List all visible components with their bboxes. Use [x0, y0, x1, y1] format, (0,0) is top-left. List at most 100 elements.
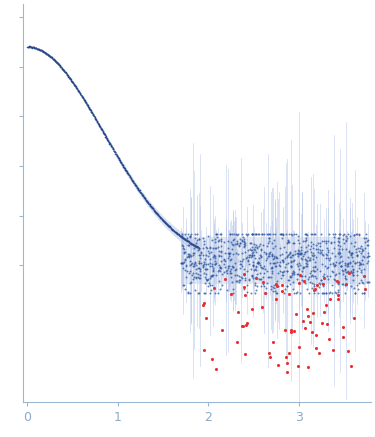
Point	[264, 249, 270, 256]
Point	[273, 281, 279, 288]
Point	[331, 276, 337, 283]
Point	[225, 262, 231, 269]
Point	[36, 46, 42, 53]
Point	[237, 239, 243, 246]
Point	[150, 205, 156, 212]
Point	[76, 88, 82, 95]
Point	[332, 253, 338, 260]
Point	[193, 239, 199, 246]
Point	[334, 288, 340, 295]
Point	[186, 239, 192, 246]
Point	[46, 52, 52, 59]
Point	[69, 78, 75, 85]
Point	[278, 252, 284, 259]
Point	[253, 241, 259, 248]
Point	[252, 254, 258, 261]
Point	[243, 322, 249, 329]
Point	[204, 244, 210, 251]
Point	[31, 43, 37, 50]
Point	[196, 259, 202, 266]
Point	[228, 256, 234, 263]
Point	[352, 260, 358, 267]
Point	[195, 290, 201, 297]
Point	[38, 47, 44, 54]
Point	[300, 264, 306, 271]
Point	[92, 115, 98, 122]
Point	[64, 72, 70, 79]
Point	[174, 230, 180, 237]
Point	[186, 242, 192, 249]
Point	[230, 286, 236, 293]
Point	[137, 189, 143, 196]
Point	[299, 267, 305, 274]
Point	[100, 128, 106, 135]
Point	[339, 281, 345, 288]
Point	[319, 290, 325, 297]
Point	[314, 281, 320, 288]
Point	[170, 226, 176, 233]
Point	[60, 66, 66, 73]
Point	[276, 262, 282, 269]
Point	[57, 63, 63, 70]
Point	[60, 66, 66, 73]
Point	[214, 290, 220, 297]
Point	[210, 265, 216, 272]
Point	[127, 173, 133, 180]
Point	[185, 230, 191, 237]
Point	[326, 256, 332, 263]
Point	[253, 230, 259, 237]
Point	[224, 267, 230, 274]
Point	[40, 49, 46, 55]
Point	[308, 230, 314, 237]
Point	[213, 365, 219, 372]
Point	[349, 249, 355, 256]
Point	[118, 158, 124, 165]
Point	[194, 230, 200, 237]
Point	[142, 195, 148, 202]
Point	[228, 239, 234, 246]
Point	[140, 193, 146, 200]
Point	[180, 234, 186, 241]
Point	[255, 259, 261, 266]
Point	[36, 45, 42, 52]
Point	[184, 268, 190, 275]
Point	[175, 231, 181, 238]
Point	[205, 232, 211, 239]
Point	[180, 235, 186, 242]
Point	[112, 149, 118, 156]
Point	[242, 274, 248, 281]
Point	[282, 255, 288, 262]
Point	[124, 168, 130, 175]
Point	[89, 110, 95, 117]
Point	[241, 235, 247, 242]
Point	[67, 74, 73, 81]
Point	[183, 262, 189, 269]
Point	[261, 249, 267, 256]
Point	[153, 209, 159, 216]
Point	[218, 253, 224, 260]
Point	[180, 244, 186, 251]
Point	[244, 256, 250, 263]
Point	[285, 239, 291, 246]
Point	[256, 254, 262, 261]
Point	[330, 268, 336, 275]
Point	[347, 258, 353, 265]
Point	[344, 269, 350, 276]
Point	[138, 190, 144, 197]
Point	[155, 212, 161, 219]
Point	[87, 105, 93, 112]
Point	[117, 158, 123, 165]
Point	[58, 64, 64, 71]
Point	[242, 351, 248, 358]
Point	[285, 236, 291, 243]
Point	[164, 221, 170, 228]
Point	[34, 45, 40, 52]
Point	[108, 142, 114, 149]
Point	[171, 228, 177, 235]
Point	[212, 290, 218, 297]
Point	[207, 245, 213, 252]
Point	[230, 230, 236, 237]
Point	[352, 290, 358, 297]
Point	[213, 257, 219, 264]
Point	[109, 144, 115, 151]
